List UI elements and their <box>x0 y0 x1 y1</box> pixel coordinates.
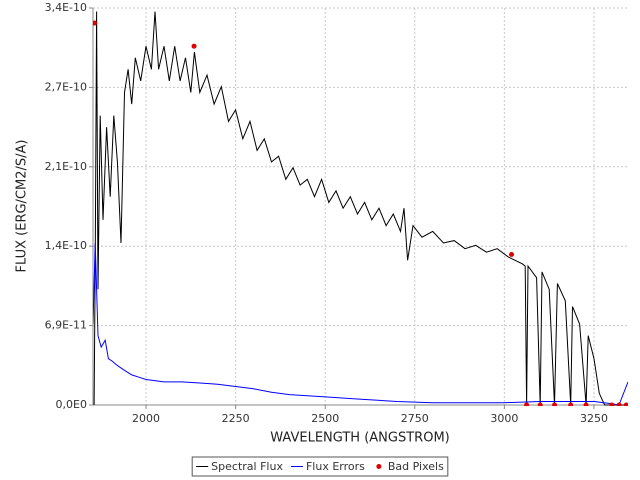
bad-pixel <box>191 43 197 49</box>
x-tick-label: 2750 <box>401 412 429 425</box>
x-tick-label: 3000 <box>490 412 518 425</box>
x-tick-label: 3250 <box>580 412 608 425</box>
legend-box <box>191 456 449 477</box>
bad-pixel <box>616 402 622 406</box>
bad-pixel <box>623 402 628 406</box>
y-tick-label: 0,0E0 <box>56 398 87 411</box>
plot-area <box>93 8 628 405</box>
bad-pixel <box>524 402 530 406</box>
bad-pixel <box>537 402 543 406</box>
bad-pixel <box>609 402 615 406</box>
x-tick-label: 2250 <box>222 412 250 425</box>
y-tick-label: 2,7E-10 <box>45 80 87 93</box>
y-tick-label: 6,9E-11 <box>45 319 87 332</box>
legend-label: Spectral Flux <box>211 460 283 473</box>
bad-pixel <box>552 402 558 406</box>
x-tick-label: 2500 <box>311 412 339 425</box>
bad-pixel <box>93 20 97 26</box>
bad-pixel <box>583 402 589 406</box>
x-tick-label: 2000 <box>132 412 160 425</box>
series-line <box>93 11 628 406</box>
plot-marks <box>93 11 628 406</box>
bad-pixel <box>568 402 574 406</box>
bad-pixel <box>509 252 515 258</box>
y-tick-label: 2,1E-10 <box>45 160 87 173</box>
x-axis-title: WAVELENGTH (ANGSTROM) <box>270 431 449 446</box>
y-axis-title: FLUX (ERG/CM2/S/A) <box>15 140 30 273</box>
y-tick-label: 3,4E-10 <box>45 1 87 14</box>
legend-label: Bad Pixels <box>388 460 444 473</box>
legend: Spectral Flux Flux Errors Bad Pixels <box>191 456 449 477</box>
legend-symbol <box>376 464 382 469</box>
series-line <box>93 242 628 406</box>
legend-label: Flux Errors <box>306 460 365 473</box>
y-tick-label: 1,4E-10 <box>45 239 87 252</box>
